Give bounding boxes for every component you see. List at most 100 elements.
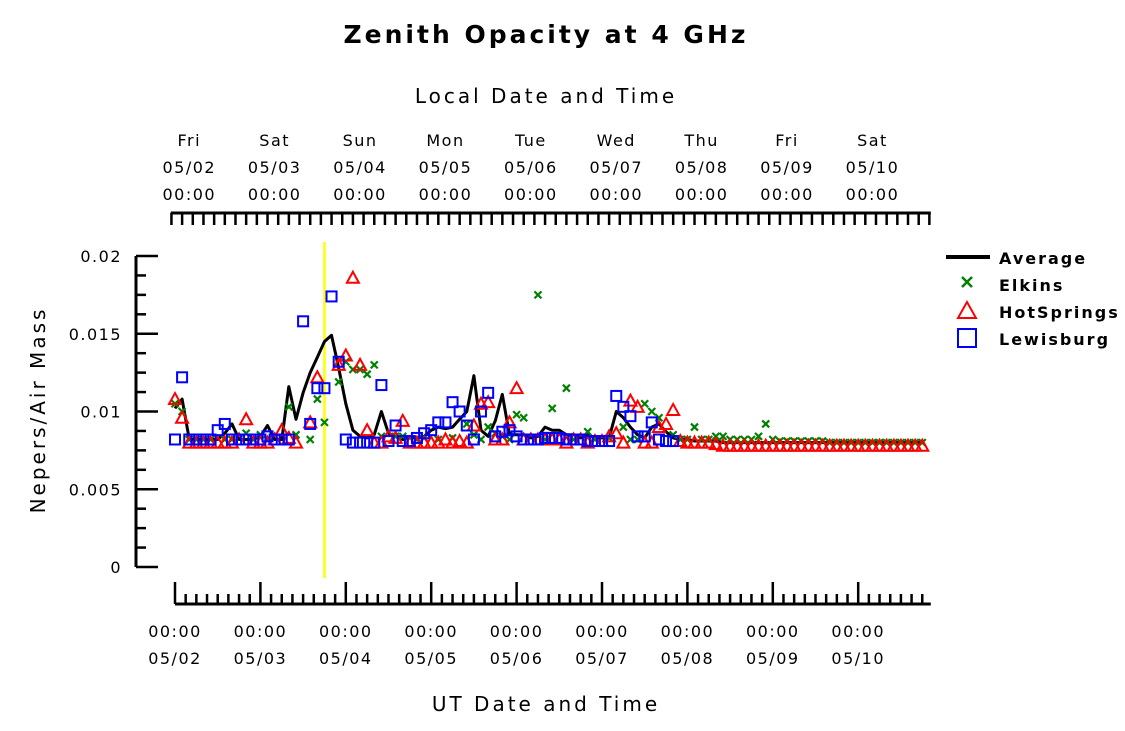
elkins-point (690, 422, 699, 432)
lewisburg-point (617, 400, 630, 413)
hotsprings-point (772, 437, 788, 452)
top-tick-dow-label: Fri (775, 131, 799, 150)
lewisburg-point (396, 435, 409, 448)
elkins-point (362, 369, 372, 379)
lewisburg-point (368, 436, 381, 449)
lewisburg-point (474, 405, 487, 418)
bottom-tick-date-label: 05/10 (831, 649, 885, 668)
elkins-point (547, 404, 557, 413)
top-tick-date-label: 05/07 (589, 158, 643, 177)
lewisburg-point (346, 436, 359, 449)
legend-elkins-label: Elkins (999, 276, 1064, 295)
lewisburg-point (652, 433, 665, 446)
hotsprings-point (167, 390, 183, 406)
top-tick-date-label: 05/08 (675, 158, 729, 177)
elkins-point (369, 360, 379, 370)
hotsprings-point (352, 356, 368, 371)
elkins-point (320, 418, 329, 427)
hotsprings-point (338, 347, 354, 362)
hotsprings-point (451, 432, 468, 448)
bottom-tick-time-label: 00:00 (234, 622, 288, 641)
lewisburg-point (588, 435, 601, 448)
top-tick-time-label: 00:00 (504, 185, 558, 204)
top-tick-date-label: 05/03 (248, 158, 302, 177)
hotsprings-point (658, 415, 674, 430)
lewisburg-point (581, 435, 594, 448)
top-tick-date-label: 05/05 (419, 158, 473, 177)
elkins-point (640, 399, 649, 409)
lewisburg-point (361, 436, 374, 449)
elkins-point (533, 290, 543, 300)
bottom-tick-date-label: 05/02 (148, 649, 202, 668)
series-lewisburg (169, 290, 680, 449)
lewisburg-point (510, 430, 523, 443)
top-tick-time-label: 00:00 (248, 185, 302, 204)
elkins-point (562, 383, 571, 393)
lewisburg-point (546, 431, 559, 444)
elkins-point (519, 413, 528, 422)
legend-lewisburg-swatch (957, 328, 977, 348)
top-tick-date-label: 05/09 (760, 158, 814, 177)
hotsprings-point (686, 434, 703, 449)
elkins-point (761, 419, 770, 429)
top-tick-time-label: 00:00 (760, 185, 814, 204)
lewisburg-point (667, 435, 680, 448)
lewisburg-point (389, 419, 402, 432)
lewisburg-point (318, 382, 331, 395)
lewisburg-point (524, 433, 537, 446)
bottom-tick-time-label: 00:00 (661, 622, 715, 641)
y-tick-label: 0.01 (80, 403, 122, 422)
lewisburg-point (183, 433, 196, 446)
elkins-point (305, 435, 315, 444)
lewisburg-point (439, 416, 452, 429)
top-tick-dow-label: Sat (857, 131, 888, 150)
hotsprings-point (814, 437, 831, 452)
bottom-tick-time-label: 00:00 (831, 622, 885, 641)
series-average (173, 333, 923, 445)
y-tick-label: 0 (110, 558, 122, 577)
y-axis: 0 0.005 0.01 0.015 0.02 (69, 247, 158, 577)
top-tick-date-label: 05/02 (162, 158, 216, 177)
lewisburg-point (282, 433, 295, 446)
legend-elkins-swatch (961, 276, 973, 288)
lewisburg-point (176, 371, 189, 384)
top-tick-dow-label: Sat (259, 131, 290, 150)
top-tick-date-label: 05/04 (333, 158, 387, 177)
bottom-tick-date-label: 05/03 (234, 649, 288, 668)
hotsprings-point (900, 437, 916, 452)
hotsprings-point (359, 422, 375, 437)
bottom-tick-time-label: 00:00 (319, 622, 373, 641)
lewisburg-point (638, 430, 651, 443)
lewisburg-point (574, 433, 587, 446)
lewisburg-point (197, 433, 210, 446)
lewisburg-point (354, 436, 367, 449)
lewisburg-point (325, 290, 338, 303)
lewisburg-point (254, 433, 267, 446)
hotsprings-point (615, 434, 632, 449)
hotsprings-point (701, 434, 717, 449)
hotsprings-point (345, 269, 361, 284)
legend-lewisburg-label: Lewisburg (999, 330, 1110, 349)
lewisburg-point (375, 379, 388, 392)
hotsprings-point (629, 398, 646, 413)
hotsprings-point (238, 411, 254, 426)
average-line (173, 333, 923, 445)
lewisburg-point (610, 389, 623, 402)
lewisburg-point (311, 382, 324, 395)
bottom-tick-date-label: 05/07 (575, 649, 629, 668)
elkins-point (284, 402, 294, 412)
hotsprings-point (309, 369, 326, 384)
x-axis-label: UT Date and Time (432, 692, 660, 716)
lewisburg-point (567, 433, 580, 446)
bottom-tick-time-label: 00:00 (746, 622, 800, 641)
hotsprings-point (878, 437, 895, 452)
lewisburg-point (240, 433, 253, 446)
bottom-tick-date-label: 05/08 (661, 649, 715, 668)
hotsprings-point (508, 380, 525, 395)
top-tick-dow-label: Fri (177, 131, 201, 150)
hotsprings-point (608, 425, 624, 440)
lewisburg-point (261, 430, 274, 443)
lewisburg-point (233, 433, 246, 446)
top-tick-time-label: 00:00 (589, 185, 643, 204)
